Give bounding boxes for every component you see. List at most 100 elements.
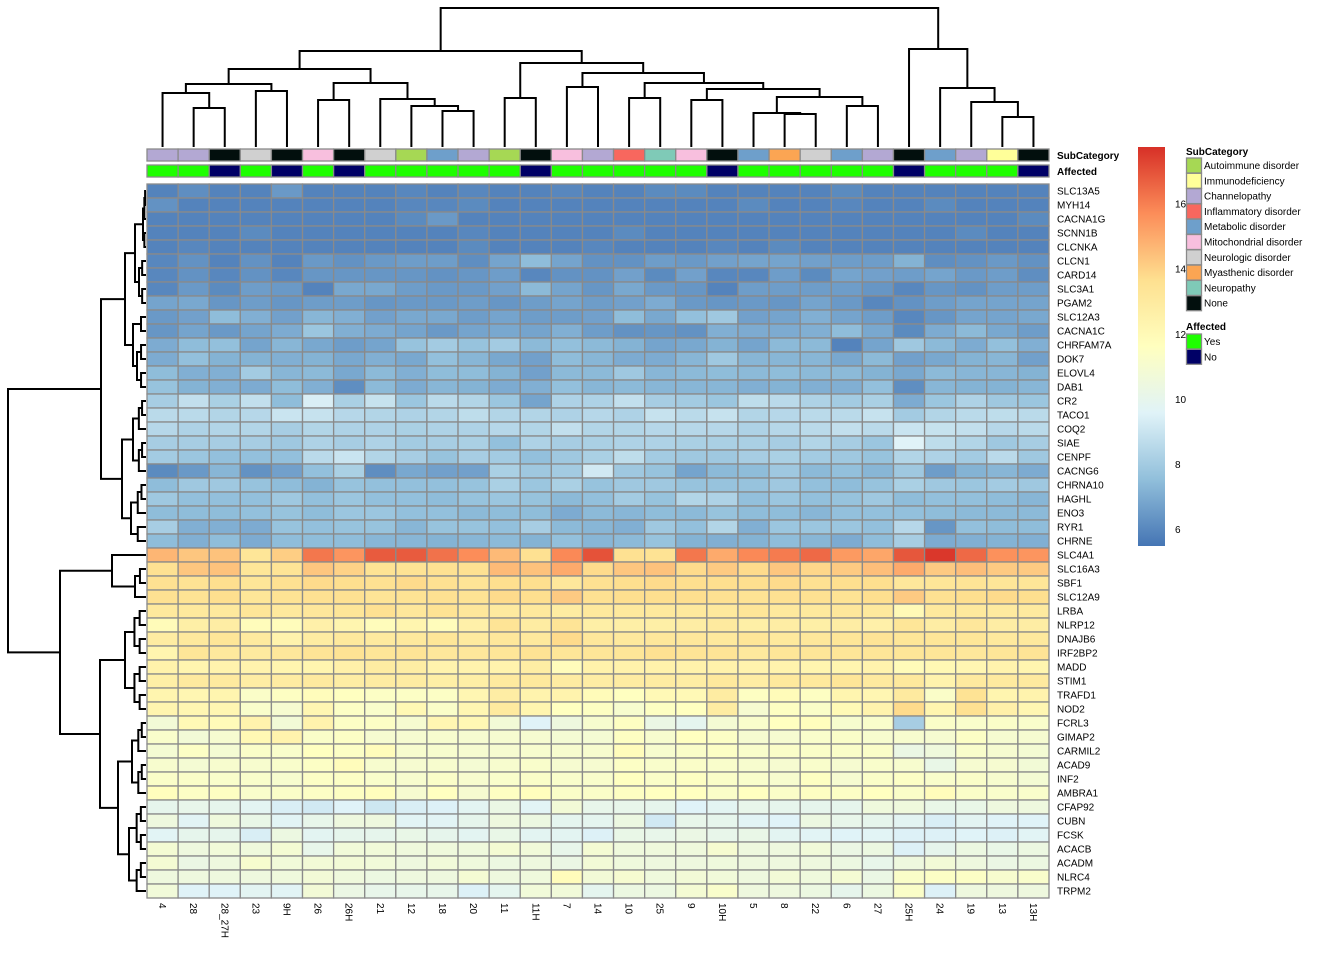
- subcategory-annotation-label: SubCategory: [1057, 151, 1120, 162]
- heatmap-cell: [364, 197, 397, 213]
- heatmap-cell: [644, 603, 677, 619]
- heatmap-cell: [955, 869, 988, 885]
- subcategory-annotation-cell: [488, 148, 521, 162]
- heatmap-cell: [737, 673, 770, 689]
- heatmap-cell: [301, 589, 335, 605]
- heatmap-cell: [239, 239, 273, 255]
- heatmap-cell: [457, 743, 490, 759]
- heatmap-cell: [768, 337, 801, 353]
- heatmap-cell: [675, 253, 708, 269]
- heatmap-cell: [332, 197, 366, 213]
- heatmap-cell: [986, 267, 1019, 283]
- heatmap-cell: [955, 211, 988, 227]
- heatmap-cell: [239, 729, 273, 745]
- heatmap-cell: [986, 365, 1019, 381]
- row-label: ACACB: [1057, 845, 1092, 856]
- heatmap-cell: [861, 827, 895, 843]
- heatmap-cell: [955, 281, 988, 297]
- heatmap-cell: [706, 547, 739, 563]
- heatmap-cell: [923, 183, 957, 199]
- heatmap-cell: [239, 323, 273, 339]
- heatmap-cell: [177, 757, 210, 773]
- heatmap-cell: [270, 407, 304, 423]
- heatmap-cell: [861, 365, 895, 381]
- heatmap-cell: [519, 617, 552, 633]
- heatmap-cell: [395, 855, 428, 871]
- heatmap-cell: [644, 561, 677, 577]
- heatmap-cell: [208, 239, 241, 255]
- heatmap-cell: [675, 435, 708, 451]
- heatmap-cell: [395, 309, 428, 325]
- legend-label: Channelopathy: [1204, 192, 1271, 203]
- heatmap-cell: [737, 645, 770, 661]
- heatmap-cell: [737, 617, 770, 633]
- heatmap-cell: [830, 799, 864, 815]
- heatmap-cell: [550, 575, 584, 591]
- row-label: SLC3A1: [1057, 285, 1095, 296]
- subcategory-annotation-cell: [799, 148, 832, 162]
- heatmap-cell: [457, 729, 490, 745]
- heatmap-cell: [457, 323, 490, 339]
- heatmap-cell: [799, 813, 832, 829]
- heatmap-cell: [457, 477, 490, 493]
- heatmap-cell: [768, 323, 801, 339]
- dendrogram-branch: [970, 101, 1019, 147]
- heatmap-cell: [675, 561, 708, 577]
- heatmap-cell: [395, 491, 428, 507]
- heatmap-cell: [799, 757, 832, 773]
- heatmap-cell: [239, 421, 273, 437]
- row-label: INF2: [1057, 775, 1079, 786]
- heatmap-cell: [364, 589, 397, 605]
- heatmap-cell: [550, 309, 584, 325]
- heatmap-cell: [923, 323, 957, 339]
- heatmap-cell: [146, 267, 179, 283]
- heatmap-cell: [364, 883, 397, 899]
- heatmap-cell: [332, 687, 366, 703]
- heatmap-cell: [208, 309, 241, 325]
- heatmap-cell: [1017, 869, 1050, 885]
- heatmap-cell: [426, 869, 459, 885]
- heatmap-cell: [644, 463, 677, 479]
- heatmap-cell: [146, 799, 179, 815]
- heatmap-cell: [861, 449, 895, 465]
- heatmap-cell: [861, 337, 895, 353]
- heatmap-cell: [301, 715, 335, 731]
- heatmap-cell: [768, 869, 801, 885]
- heatmap-cell: [270, 435, 304, 451]
- heatmap-cell: [737, 421, 770, 437]
- heatmap-cell: [768, 785, 801, 801]
- heatmap-cell: [332, 561, 366, 577]
- heatmap-cell: [768, 183, 801, 199]
- heatmap-cell: [426, 561, 459, 577]
- heatmap-cell: [955, 715, 988, 731]
- heatmap-cell: [955, 337, 988, 353]
- heatmap-cell: [488, 519, 521, 535]
- heatmap-cell: [1017, 183, 1050, 199]
- heatmap-cell: [768, 561, 801, 577]
- heatmap-cell: [519, 407, 552, 423]
- dendrogram-branch: [138, 694, 146, 710]
- heatmap-cell: [830, 239, 864, 255]
- heatmap-cell: [457, 239, 490, 255]
- heatmap-cell: [923, 295, 957, 311]
- heatmap-cell: [581, 687, 615, 703]
- heatmap-cell: [675, 631, 708, 647]
- heatmap-cell: [270, 309, 304, 325]
- heatmap-cell: [208, 701, 241, 717]
- heatmap-cell: [270, 393, 304, 409]
- heatmap-cell: [519, 435, 552, 451]
- heatmap-cell: [1017, 267, 1050, 283]
- heatmap-cell: [208, 421, 241, 437]
- heatmap-cell: [177, 183, 210, 199]
- heatmap-cell: [581, 617, 615, 633]
- heatmap-cell: [892, 337, 926, 353]
- heatmap-cell: [519, 239, 552, 255]
- heatmap-cell: [270, 883, 304, 899]
- heatmap-cell: [675, 323, 708, 339]
- heatmap-cell: [892, 589, 926, 605]
- heatmap-cell: [581, 365, 615, 381]
- row-label: DAB1: [1057, 383, 1084, 394]
- heatmap-cell: [270, 603, 304, 619]
- heatmap-cell: [488, 491, 521, 507]
